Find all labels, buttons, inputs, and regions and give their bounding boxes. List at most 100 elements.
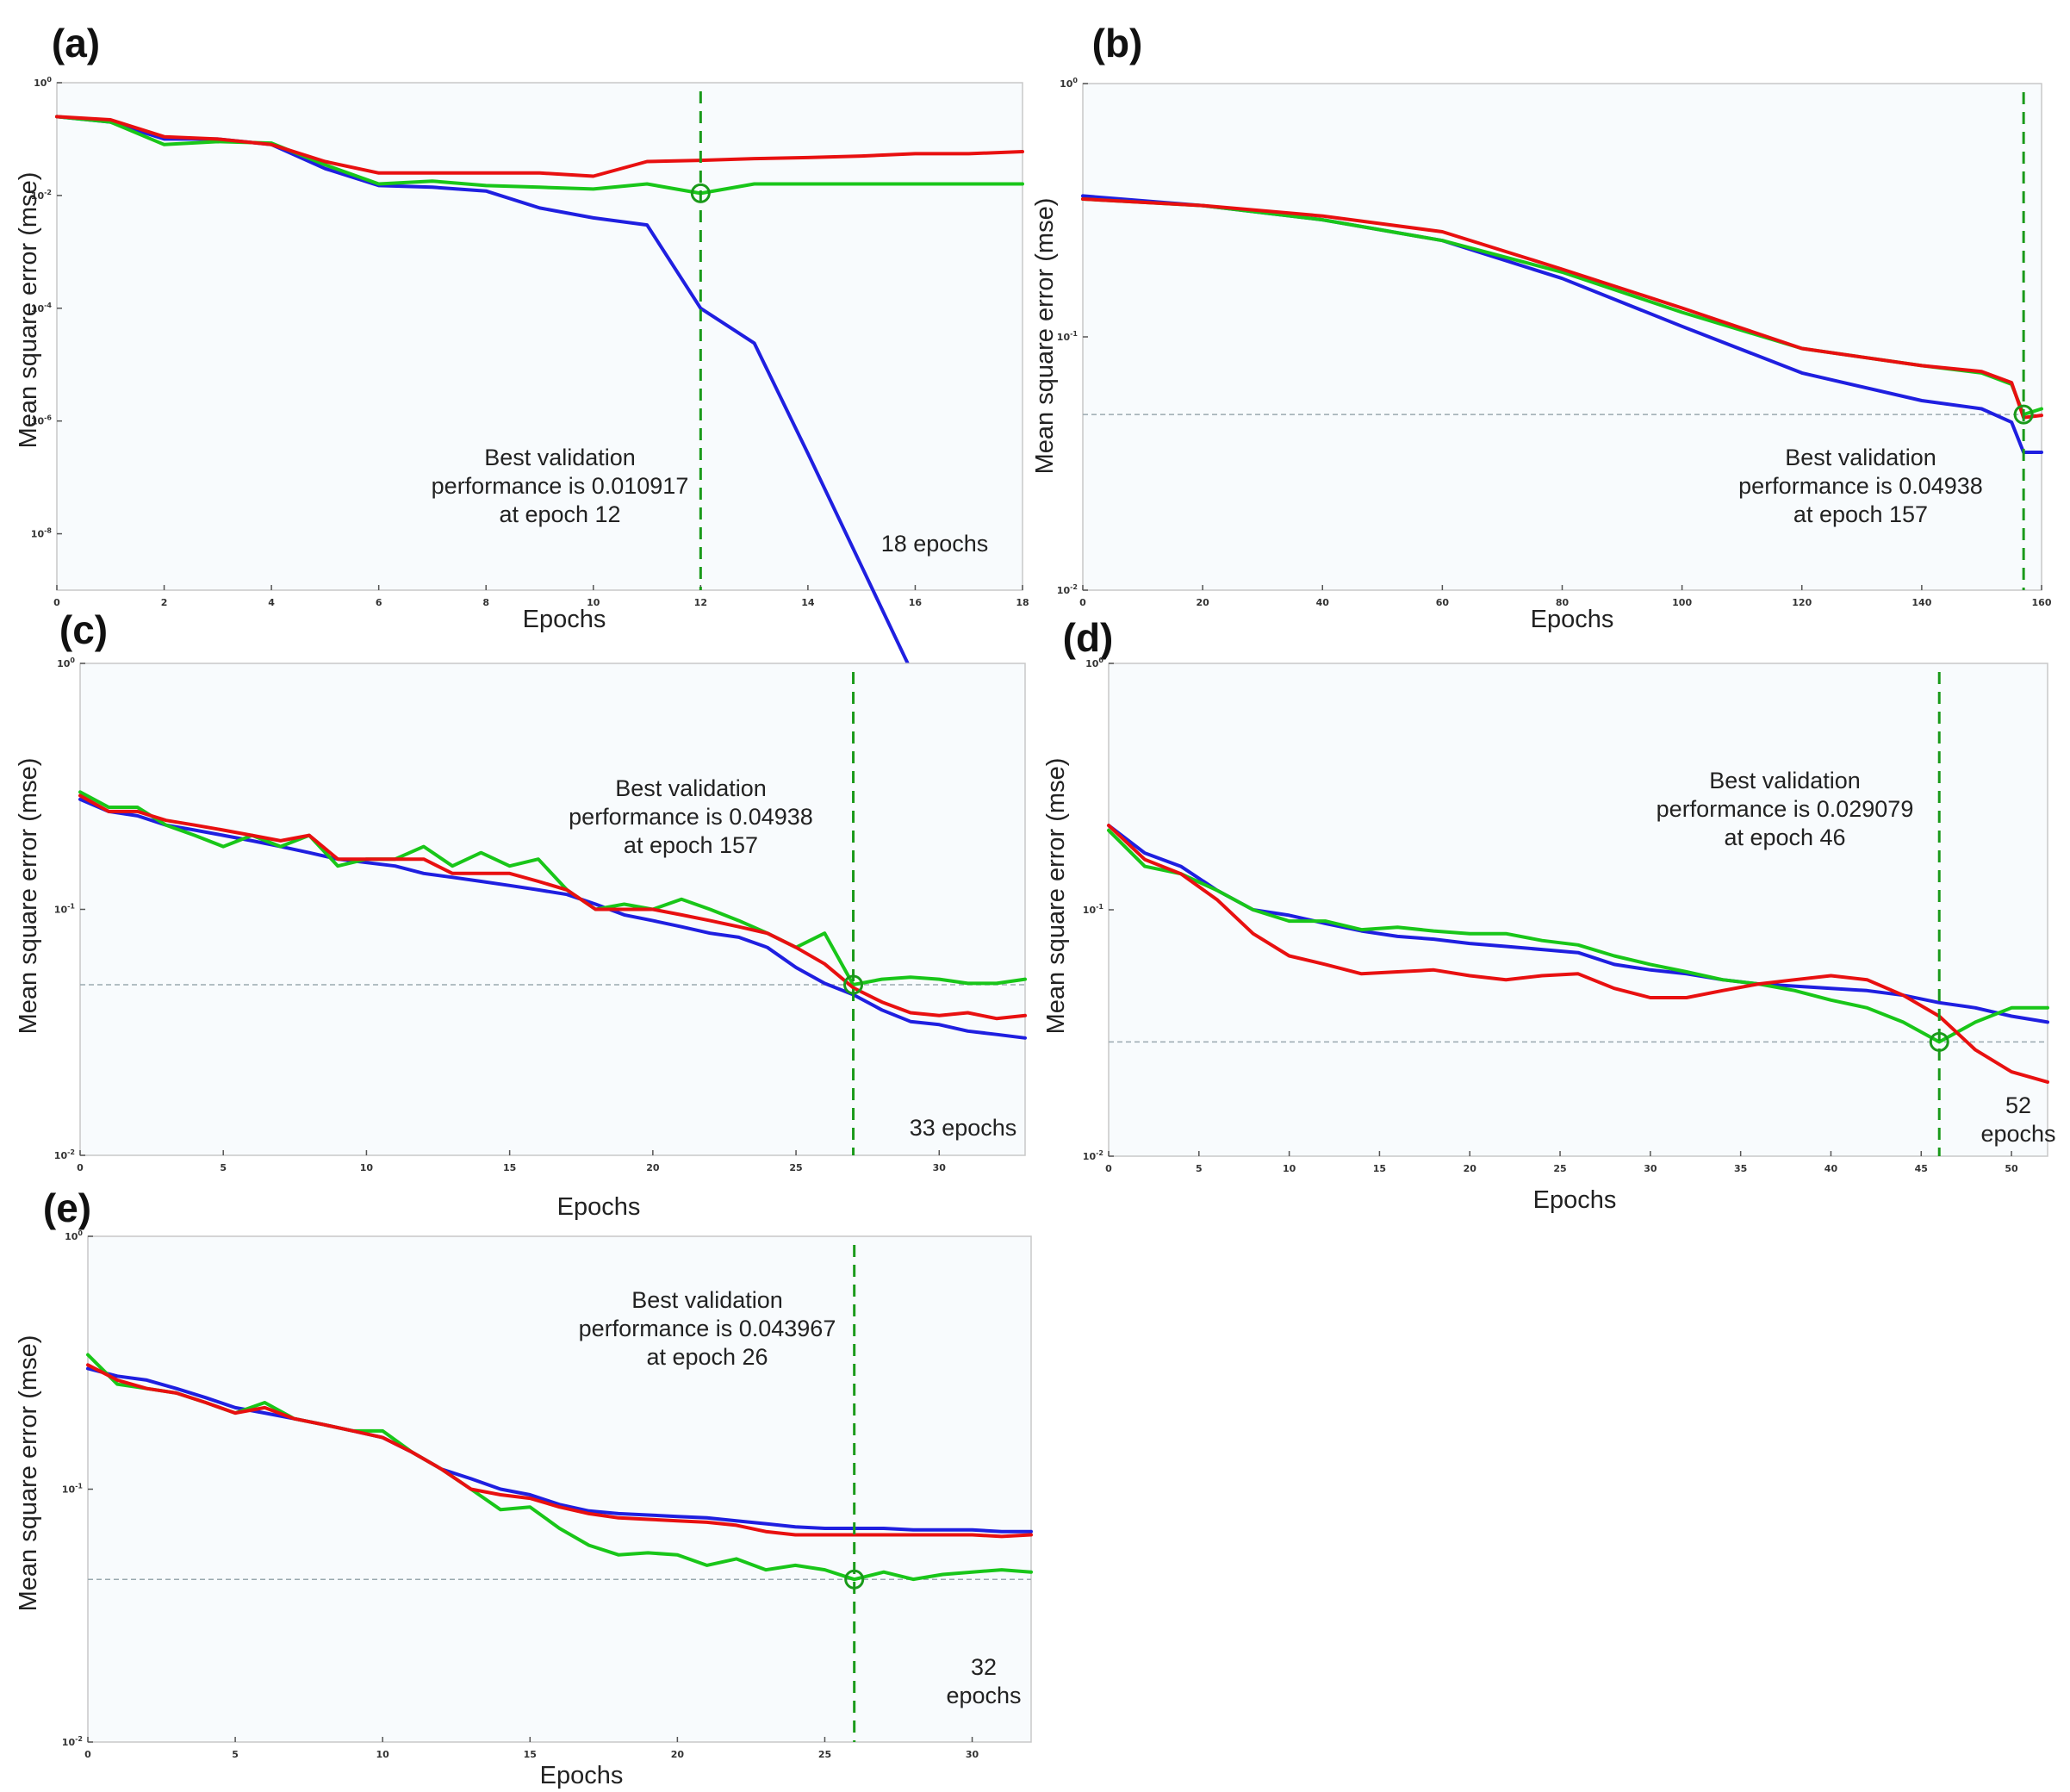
x-tick-label: 2 [161,597,168,608]
y-tick-label: 10-1 [1083,903,1104,916]
y-tick-label: 100 [1085,656,1103,669]
x-tick-label: 20 [1196,597,1209,608]
best-validation-annotation: at epoch 12 [499,501,620,527]
test-series-line [55,115,1024,178]
x-tick-label: 0 [84,1749,91,1760]
y-axis-label: Mean square error (mse) [15,758,42,1035]
best-validation-annotation: performance is 0.04938 [569,804,813,830]
best-validation-annotation: performance is 0.043967 [579,1316,836,1341]
x-tick-label: 10 [360,1162,374,1173]
y-tick-label: 10-6 [31,414,53,427]
x-tick-label: 50 [2005,1163,2018,1174]
validation-series-line [1107,828,2049,1044]
best-validation-annotation: performance is 0.029079 [1657,796,1914,822]
x-tick-label: 6 [376,597,382,608]
x-tick-label: 30 [966,1749,979,1760]
best-validation-annotation: at epoch 46 [1724,824,1845,850]
panel-letter: (b) [1092,21,1143,65]
x-axis-label: Epochs [1533,1186,1617,1214]
x-tick-label: 5 [1196,1163,1203,1174]
y-tick-label: 10-4 [31,302,53,314]
epochs-count-label: 33 epochs [910,1115,1017,1141]
x-tick-label: 5 [220,1162,227,1173]
x-tick-label: 30 [933,1162,947,1173]
test-series-line [1107,824,2049,1084]
panel-e: (e) 0 5 10 15 20 25 30 100 10-1 10-2 Epochs Mean squ… [15,1185,1033,1789]
x-tick-label: 4 [268,597,275,608]
best-validation-marker [2013,404,2034,425]
x-tick-label: 5 [232,1749,239,1760]
validation-series-line [55,115,1024,196]
y-axis-label: Mean square error (mse) [1042,758,1070,1035]
plot-area [56,82,1023,591]
y-tick-label: 10-2 [62,1735,83,1748]
train-series-line [1107,824,2049,1024]
test-series-line [78,793,1027,1021]
x-tick-label: 80 [1556,597,1570,608]
panel-a: (a) 0 2 4 6 8 10 12 14 16 18 100 10-2 10-4 10-6 10-8 Epo… [15,21,1029,907]
best-validation-annotation: Best validation [484,445,636,470]
x-tick-label: 14 [801,597,815,608]
best-validation-marker [843,974,864,995]
best-validation-annotation: performance is 0.04938 [1738,473,1983,499]
x-tick-label: 25 [1553,1163,1566,1174]
x-tick-label: 20 [671,1749,685,1760]
y-axis-label: Mean square error (mse) [1031,198,1059,475]
y-tick-label: 10-2 [54,1148,75,1161]
y-tick-label: 10-1 [1057,330,1079,343]
best-validation-annotation: Best validation [631,1287,783,1313]
y-tick-label: 100 [34,76,52,89]
plot-area [79,663,1026,1156]
test-series-line [1081,197,2043,420]
x-tick-label: 25 [789,1162,802,1173]
x-axis-label: Epochs [540,1762,624,1789]
x-tick-label: 25 [818,1749,831,1760]
x-tick-label: 40 [1316,597,1330,608]
x-tick-label: 10 [376,1749,390,1760]
y-axis-label: Mean square error (mse) [15,172,42,449]
y-tick-label: 10-8 [31,527,53,540]
epochs-count-label: 32 [971,1654,997,1680]
panel-b: (b) 0 20 40 60 80 100 120 140 160 100 10-1 10-2 Epoch… [1031,21,2052,633]
best-validation-annotation: at epoch 26 [646,1344,768,1370]
x-tick-label: 15 [503,1162,516,1173]
panel-letter: (d) [1063,615,1114,660]
y-tick-label: 100 [65,1229,83,1242]
best-validation-marker [690,183,711,203]
x-tick-label: 15 [1373,1163,1386,1174]
epochs-count-label: 52 [2005,1092,2031,1118]
x-tick-label: 30 [1644,1163,1657,1174]
x-tick-label: 60 [1436,597,1450,608]
x-tick-label: 15 [524,1749,537,1760]
best-validation-marker [844,1569,865,1590]
x-tick-label: 0 [53,597,60,608]
y-tick-label: 100 [1060,77,1078,90]
test-series-line [86,1363,1033,1539]
y-tick-label: 10-2 [1057,583,1078,596]
x-tick-label: 10 [587,597,600,608]
y-tick-label: 10-2 [1083,1149,1103,1162]
x-tick-label: 16 [909,597,923,608]
x-axis-label: Epochs [1531,606,1614,633]
plot-area [1108,663,2048,1157]
y-tick-label: 100 [57,656,75,669]
panel-letter: (a) [52,21,100,65]
plot-area [87,1235,1032,1743]
x-tick-label: 10 [1283,1163,1296,1174]
plot-area [1082,83,2042,591]
x-axis-label: Epochs [557,1193,641,1221]
epochs-count-label: 18 epochs [881,531,989,557]
x-tick-label: 160 [2032,597,2052,608]
x-tick-label: 12 [694,597,707,608]
x-tick-label: 0 [1079,597,1086,608]
panel-d: (d) 0 5 10 15 20 25 30 35 40 45 50 100 10-1 10-2 Epochs… [1042,615,2056,1214]
y-axis-label: Mean square error (mse) [15,1335,42,1612]
best-validation-annotation: Best validation [1709,768,1861,793]
best-validation-annotation: Best validation [1785,445,1936,470]
y-tick-label: 10-1 [62,1483,84,1496]
x-tick-label: 35 [1734,1163,1747,1174]
y-tick-label: 10-1 [54,903,76,916]
best-validation-marker [1929,1031,1949,1052]
y-tick-label: 10-2 [31,189,52,202]
panel-letter: (e) [43,1185,91,1230]
